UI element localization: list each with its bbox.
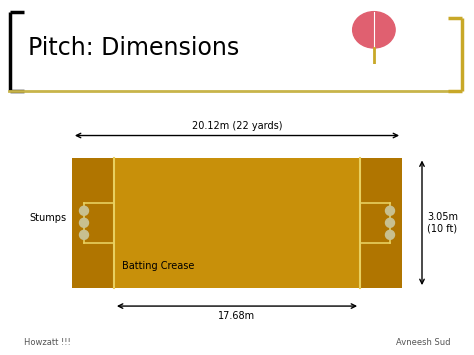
Bar [72,158,114,288]
Circle shape [353,12,395,48]
Circle shape [80,230,89,239]
Text: Stumps: Stumps [30,213,67,223]
Circle shape [385,218,394,227]
Text: 17.68m: 17.68m [219,311,255,321]
Bar [72,158,402,288]
Text: Howzatt !!!: Howzatt !!! [24,338,71,347]
Text: 20.12m (22 yards): 20.12m (22 yards) [192,120,282,131]
Text: Batting Crease: Batting Crease [122,261,194,271]
Circle shape [385,230,394,239]
Circle shape [80,218,89,227]
Bar [360,158,402,288]
Text: Avneesh Sud: Avneesh Sud [396,338,450,347]
Circle shape [80,206,89,215]
Text: Pitch: Dimensions: Pitch: Dimensions [28,36,239,60]
Text: 3.05m
(10 ft): 3.05m (10 ft) [427,212,458,234]
Circle shape [385,206,394,215]
